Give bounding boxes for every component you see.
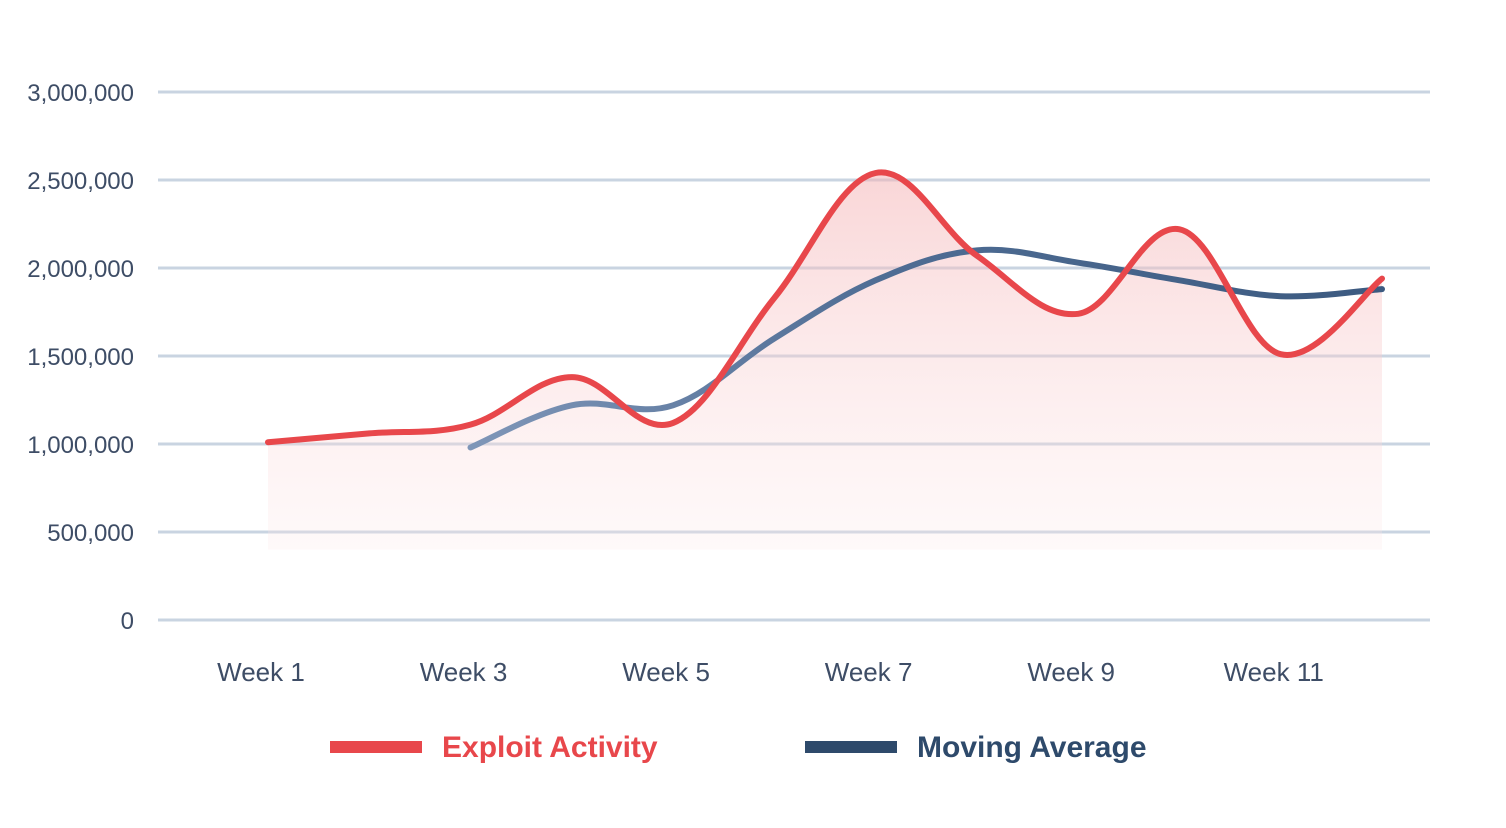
- exploit-activity-point: [771, 295, 777, 301]
- series-layer: [265, 169, 1385, 550]
- legend-exploit-activity: Exploit Activity: [330, 731, 658, 764]
- legend-label: Moving Average: [917, 731, 1147, 764]
- moving-average-point: [1278, 293, 1284, 299]
- exploit-activity-line: [265, 169, 1385, 446]
- y-tick-label: 2,500,000: [27, 168, 134, 195]
- moving-average-point: [1379, 286, 1385, 292]
- y-tick-label: 1,500,000: [27, 344, 134, 371]
- x-tick-label: Week 5: [622, 657, 710, 687]
- exploit-activity-point: [1278, 351, 1284, 357]
- legend-moving-average: Moving Average: [805, 731, 1147, 764]
- exploit-activity-point: [670, 420, 676, 426]
- y-tick-label: 2,000,000: [27, 256, 134, 283]
- x-tick-label: Week 3: [420, 657, 508, 687]
- moving-average-point: [468, 445, 474, 451]
- moving-average-point: [1075, 260, 1081, 266]
- y-tick-label: 1,000,000: [27, 432, 134, 459]
- legend-label: Exploit Activity: [442, 731, 658, 764]
- moving-average-point: [873, 277, 879, 283]
- y-axis-ticks: 0 500,000 1,000,000 1,500,000 2,000,000 2,500…: [27, 80, 134, 635]
- y-tick-label: 0: [121, 608, 134, 635]
- exploit-activity-point: [1379, 276, 1385, 282]
- exploit-activity-point: [1075, 311, 1081, 317]
- exploit-activity-point: [366, 430, 372, 436]
- y-tick-label: 3,000,000: [27, 80, 134, 107]
- moving-average-point: [569, 402, 575, 408]
- moving-average-point: [771, 335, 777, 341]
- legend-swatch: [805, 741, 897, 753]
- x-tick-label: Week 1: [217, 657, 305, 687]
- exploit-activity-point: [468, 422, 474, 428]
- x-axis-ticks: Week 1 Week 3 Week 5 Week 7 Week 9 Week 11: [217, 657, 1324, 687]
- moving-average-point: [974, 247, 980, 253]
- exploit-activity-point: [1176, 226, 1182, 232]
- y-tick-label: 500,000: [47, 520, 134, 547]
- exploit-activity-point: [974, 253, 980, 259]
- exploit-activity-point: [569, 374, 575, 380]
- moving-average-point: [1176, 277, 1182, 283]
- moving-average-point: [670, 402, 676, 408]
- exploit-activity-point: [265, 439, 271, 445]
- x-tick-label: Week 7: [825, 657, 913, 687]
- x-tick-label: Week 9: [1027, 657, 1115, 687]
- legend: Exploit Activity Moving Average: [330, 731, 1147, 764]
- exploit-activity-area: [268, 172, 1382, 550]
- legend-swatch: [330, 741, 422, 753]
- x-tick-label: Week 11: [1224, 657, 1324, 687]
- exploit-activity-point: [873, 170, 879, 176]
